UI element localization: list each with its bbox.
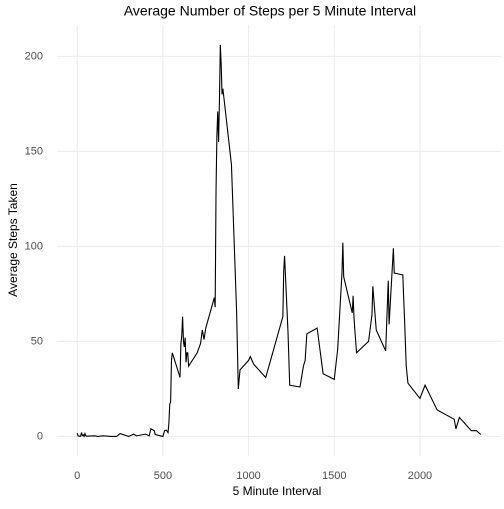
x-tick-label: 2000 [408, 470, 432, 482]
x-tick-label: 1500 [322, 470, 346, 482]
y-tick-label: 200 [25, 50, 43, 62]
y-tick-label: 100 [25, 240, 43, 252]
chart-title: Average Number of Steps per 5 Minute Int… [124, 3, 416, 19]
y-axis-title: Average Steps Taken [6, 183, 20, 297]
x-tick-label: 500 [154, 470, 172, 482]
x-tick-label: 0 [74, 470, 80, 482]
y-tick-label: 50 [31, 335, 43, 347]
x-axis-title: 5 Minute Interval [233, 484, 322, 498]
line [76, 44, 482, 438]
y-tick-label: 150 [25, 145, 43, 157]
x-tick-label: 1000 [236, 470, 260, 482]
y-tick-label: 0 [37, 430, 43, 442]
